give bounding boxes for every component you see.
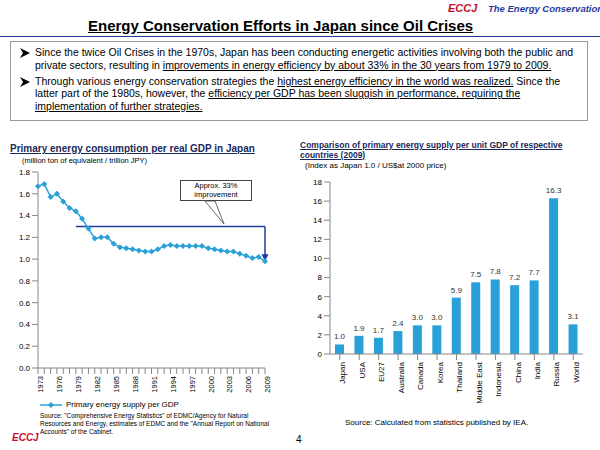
svg-text:16: 16 (313, 197, 322, 206)
svg-text:7.5: 7.5 (470, 270, 482, 279)
html-text:ECCJ: ECCJ (448, 2, 478, 14)
svg-text:1.4: 1.4 (19, 211, 31, 220)
svg-text:3.0: 3.0 (431, 313, 443, 322)
svg-text:6: 6 (318, 293, 323, 302)
svg-text:2003: 2003 (225, 376, 234, 393)
svg-text:18: 18 (313, 178, 322, 187)
html-text:Primary energy supply per GDP: Primary energy supply per GDP (66, 400, 179, 409)
svg-text:12: 12 (313, 235, 322, 244)
svg-text:1.8: 1.8 (19, 168, 31, 177)
html-text:Approx. 33% improvement: Approx. 33% improvement (194, 181, 238, 199)
svg-text:7.8: 7.8 (490, 267, 502, 276)
svg-text:1.6: 1.6 (19, 190, 31, 199)
svg-text:4: 4 (318, 312, 323, 321)
svg-text:India: India (533, 361, 542, 379)
svg-text:14: 14 (313, 216, 322, 225)
svg-text:1982: 1982 (93, 376, 102, 393)
svg-text:3.0: 3.0 (412, 313, 424, 322)
html-text:Comparison of primary energy s: Comparison of primary energy supply per … (300, 140, 563, 160)
svg-text:1.0: 1.0 (334, 332, 346, 341)
svg-text:2000: 2000 (207, 376, 216, 393)
svg-text:USA: USA (358, 361, 367, 378)
svg-text:1976: 1976 (55, 376, 64, 393)
svg-text:1979: 1979 (74, 376, 83, 393)
svg-text:10: 10 (313, 254, 322, 263)
svg-text:World: World (572, 362, 581, 383)
svg-text:Thailand: Thailand (455, 362, 464, 393)
svg-text:Middle East: Middle East (475, 361, 484, 404)
svg-text:1988: 1988 (131, 376, 140, 393)
svg-text:1.2: 1.2 (19, 233, 31, 242)
html-text:Source: "Comprehensive Energy: Source: "Comprehensive Energy Statistics… (40, 412, 270, 435)
svg-text:0: 0 (318, 350, 323, 359)
svg-text:1997: 1997 (188, 376, 197, 393)
html-text:Primary energy consumption per: Primary energy consumption per real GDP … (10, 143, 255, 154)
svg-text:Indonesia: Indonesia (494, 361, 503, 396)
html-text:4: 4 (296, 434, 302, 445)
svg-text:1973: 1973 (36, 376, 45, 393)
html-text:Since the twice Oil Crises in: Since the twice Oil Crises in the 1970s,… (35, 46, 574, 71)
svg-text:China: China (514, 361, 523, 382)
svg-text:1985: 1985 (112, 376, 121, 393)
svg-text:Australia: Australia (397, 361, 406, 393)
svg-text:Canada: Canada (416, 361, 425, 390)
svg-text:0.8: 0.8 (19, 277, 31, 286)
svg-text:7.2: 7.2 (509, 273, 521, 282)
svg-text:1.0: 1.0 (19, 255, 31, 264)
svg-text:Korea: Korea (436, 361, 445, 383)
svg-text:8: 8 (318, 273, 323, 282)
svg-text:EU27: EU27 (377, 361, 386, 382)
svg-text:3.1: 3.1 (567, 312, 579, 321)
svg-text:1994: 1994 (169, 376, 178, 393)
svg-text:Russia: Russia (552, 361, 561, 386)
html-text:Through various energy conserv: Through various energy conservation stra… (35, 74, 561, 113)
svg-text:7.7: 7.7 (529, 268, 541, 277)
html-text:(Index as Japan 1.0 / US$at 20: (Index as Japan 1.0 / US$at 2000 price) (305, 161, 447, 170)
svg-text:1991: 1991 (150, 376, 159, 393)
svg-text:0.4: 0.4 (19, 320, 31, 329)
svg-text:1.7: 1.7 (373, 326, 385, 335)
html-text:Source: Calculated from statis: Source: Calculated from statistics publi… (345, 418, 529, 427)
svg-text:0.0: 0.0 (19, 364, 31, 373)
svg-text:16.3: 16.3 (546, 186, 562, 195)
svg-text:5.9: 5.9 (451, 286, 463, 295)
svg-text:2: 2 (318, 331, 323, 340)
svg-text:1.9: 1.9 (353, 324, 365, 333)
html-text:ECCJ: ECCJ (12, 432, 39, 443)
svg-text:2.4: 2.4 (392, 319, 404, 328)
html-text:Energy Conservation Efforts in: Energy Conservation Efforts in Japan sin… (88, 17, 474, 34)
svg-text:0.6: 0.6 (19, 299, 31, 308)
html-text:(million ton of equivalent / t: (million ton of equivalent / trillion JP… (22, 156, 148, 165)
svg-text:Japan: Japan (338, 362, 347, 384)
svg-text:0.2: 0.2 (19, 342, 31, 351)
svg-text:2009: 2009 (263, 376, 272, 393)
svg-text:2006: 2006 (244, 376, 253, 393)
